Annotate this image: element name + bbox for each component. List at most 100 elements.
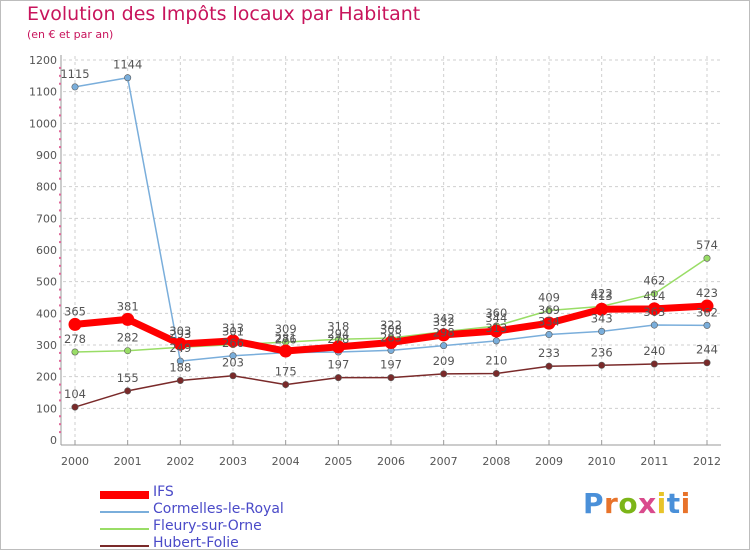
data-label: 233 xyxy=(538,346,560,360)
y-minor-tick xyxy=(59,383,61,386)
y-tick-label: 300 xyxy=(36,339,57,352)
y-minor-tick xyxy=(59,336,61,339)
data-label: 1115 xyxy=(60,67,89,81)
data-point xyxy=(650,290,658,298)
data-label: 313 xyxy=(222,321,244,335)
data-point xyxy=(387,374,395,382)
logo-letter: P xyxy=(583,487,605,520)
chart-title: Evolution des Impôts locaux par Habitant xyxy=(27,3,421,25)
data-point xyxy=(703,321,711,329)
y-minor-tick xyxy=(59,359,61,362)
y-minor-tick xyxy=(59,391,61,394)
data-label: 281 xyxy=(275,331,297,345)
data-label: 278 xyxy=(64,332,86,346)
data-point xyxy=(703,254,711,262)
data-point xyxy=(334,374,342,382)
data-label: 303 xyxy=(169,324,191,338)
data-label: 209 xyxy=(433,354,455,368)
data-label: 318 xyxy=(327,319,349,333)
data-label: 104 xyxy=(64,387,86,401)
data-label: 210 xyxy=(485,354,507,368)
data-label: 309 xyxy=(275,322,297,336)
x-tick-label: 2008 xyxy=(482,455,510,468)
data-label: 332 xyxy=(433,315,455,329)
y-minor-tick xyxy=(59,130,61,133)
y-minor-tick xyxy=(59,328,61,331)
y-minor-tick xyxy=(59,177,61,180)
data-point xyxy=(124,74,132,82)
y-minor-tick xyxy=(59,415,61,418)
data-label: 278 xyxy=(327,332,349,346)
data-point xyxy=(279,344,293,358)
y-minor-tick xyxy=(59,256,61,259)
data-point xyxy=(68,317,82,331)
logo-letter: r xyxy=(604,487,619,520)
data-label: 293 xyxy=(169,327,191,341)
y-minor-tick xyxy=(59,146,61,149)
y-minor-tick xyxy=(59,272,61,275)
data-label: 365 xyxy=(64,304,86,318)
y-tick-label: 700 xyxy=(36,212,57,225)
data-point xyxy=(595,302,609,316)
data-label: 282 xyxy=(117,331,139,345)
data-point xyxy=(176,376,184,384)
y-minor-tick xyxy=(59,367,61,370)
data-label: 197 xyxy=(380,358,402,372)
data-point xyxy=(437,328,451,342)
data-label: 409 xyxy=(538,290,560,304)
legend-label-fleury: Fleury-sur-Orne xyxy=(153,518,262,534)
y-minor-tick xyxy=(59,288,61,291)
data-label: 422 xyxy=(591,286,613,300)
data-label: 203 xyxy=(222,356,244,370)
legend-swatch-fleury xyxy=(100,528,149,530)
y-minor-tick xyxy=(59,66,61,69)
x-tick-label: 2003 xyxy=(219,455,247,468)
data-point xyxy=(700,299,714,313)
y-tick-label: 800 xyxy=(36,181,57,194)
data-point xyxy=(492,369,500,377)
data-label: 308 xyxy=(380,322,402,336)
data-label: 175 xyxy=(275,365,297,379)
y-minor-tick xyxy=(59,431,61,434)
y-minor-tick xyxy=(59,161,61,164)
data-label: 344 xyxy=(485,311,507,325)
y-tick-label: 900 xyxy=(36,149,57,162)
data-point xyxy=(71,348,79,356)
data-label: 381 xyxy=(117,299,139,313)
data-label: 574 xyxy=(696,238,718,252)
data-point xyxy=(229,372,237,380)
data-point xyxy=(71,403,79,411)
y-tick-label: 400 xyxy=(36,307,57,320)
y-minor-tick xyxy=(59,209,61,212)
chart-subtitle: (en € et par an) xyxy=(27,28,114,41)
y-minor-tick xyxy=(59,114,61,117)
data-point xyxy=(650,360,658,368)
data-label: 294 xyxy=(327,327,349,341)
x-tick-label: 2002 xyxy=(166,455,194,468)
data-label: 236 xyxy=(591,345,613,359)
x-tick-label: 2010 xyxy=(588,455,616,468)
data-point xyxy=(650,321,658,329)
data-label: 313 xyxy=(485,321,507,335)
legend-swatch-hubert xyxy=(100,545,149,547)
y-minor-tick xyxy=(59,423,61,426)
y-minor-tick xyxy=(59,296,61,299)
y-minor-tick xyxy=(59,241,61,244)
logo-letter: i xyxy=(656,487,667,520)
y-minor-tick xyxy=(59,399,61,402)
data-point xyxy=(226,334,240,348)
data-label: 369 xyxy=(538,303,560,317)
x-tick-label: 2009 xyxy=(535,455,563,468)
data-label: 363 xyxy=(643,305,665,319)
data-label: 188 xyxy=(169,360,191,374)
data-label: 155 xyxy=(117,371,139,385)
y-minor-tick xyxy=(59,233,61,236)
x-tick-label: 2012 xyxy=(693,455,721,468)
data-point xyxy=(489,324,503,338)
data-point xyxy=(440,370,448,378)
y-tick-label: 200 xyxy=(36,371,57,384)
y-minor-tick xyxy=(59,264,61,267)
y-tick-label: 100 xyxy=(36,402,57,415)
y-minor-tick xyxy=(59,193,61,196)
